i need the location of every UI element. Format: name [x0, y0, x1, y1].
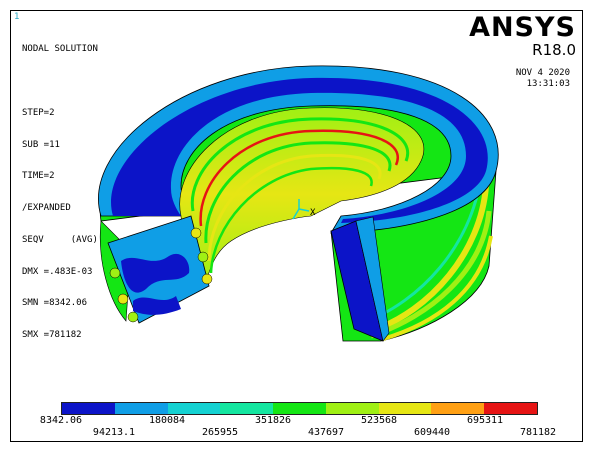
- date-text: NOV 4 2020: [515, 68, 570, 78]
- coordinate-triad: X: [292, 199, 316, 220]
- contour-legend: [61, 402, 538, 415]
- info-line: DMX =.483E-03: [22, 266, 93, 277]
- legend-swatch: [114, 403, 168, 414]
- legend-swatch: [62, 403, 115, 414]
- info-line: STEP=2: [22, 107, 55, 118]
- legend-swatch: [484, 403, 538, 414]
- legend-label: 180084: [148, 415, 186, 426]
- info-line: /EXPANDED: [22, 203, 71, 214]
- ansys-logo: ANSYS: [469, 12, 576, 43]
- legend-swatch: [220, 403, 274, 414]
- window-number: 1: [14, 12, 20, 22]
- legend-label: 609440: [413, 427, 451, 438]
- legend-label: 781182: [519, 427, 557, 438]
- info-line: SUB =11: [22, 139, 60, 150]
- model-plot[interactable]: X: [11, 11, 583, 442]
- legend-swatch: [431, 403, 485, 414]
- triad-x-label: X: [310, 208, 316, 218]
- legend-label: 265955: [201, 427, 239, 438]
- timestamp: NOV 4 2020 13:31:03: [516, 68, 570, 90]
- legend-swatch: [378, 403, 432, 414]
- legend-label: 351826: [254, 415, 292, 426]
- info-line: SMX =781182: [22, 330, 82, 341]
- legend-swatch: [325, 403, 379, 414]
- inner-wall: [179, 107, 425, 282]
- legend-label: 523568: [360, 415, 398, 426]
- legend-swatch: [167, 403, 221, 414]
- legend-label: 8342.06: [39, 415, 83, 426]
- right-cut-face: [330, 216, 390, 342]
- legend-swatch: [273, 403, 326, 414]
- info-line: SMN =8342.06: [22, 298, 88, 309]
- time-text: 13:31:03: [526, 79, 570, 89]
- solution-info: NODAL SOLUTION STEP=2 SUB =11 TIME=2 /EX…: [22, 23, 98, 362]
- info-line: TIME=2: [22, 171, 55, 182]
- info-line: NODAL SOLUTION: [22, 44, 98, 55]
- info-line: SEQV (AVG): [22, 234, 98, 245]
- legend-label: 695311: [466, 415, 504, 426]
- left-cut-face: [107, 215, 213, 324]
- legend-label: 437697: [307, 427, 345, 438]
- release-version: R18.0: [532, 41, 576, 59]
- legend-label: 94213.1: [92, 427, 136, 438]
- top-face: [98, 65, 499, 234]
- graphics-window[interactable]: 1 NODAL SOLUTION STEP=2 SUB =11 TIME=2 /…: [10, 10, 583, 442]
